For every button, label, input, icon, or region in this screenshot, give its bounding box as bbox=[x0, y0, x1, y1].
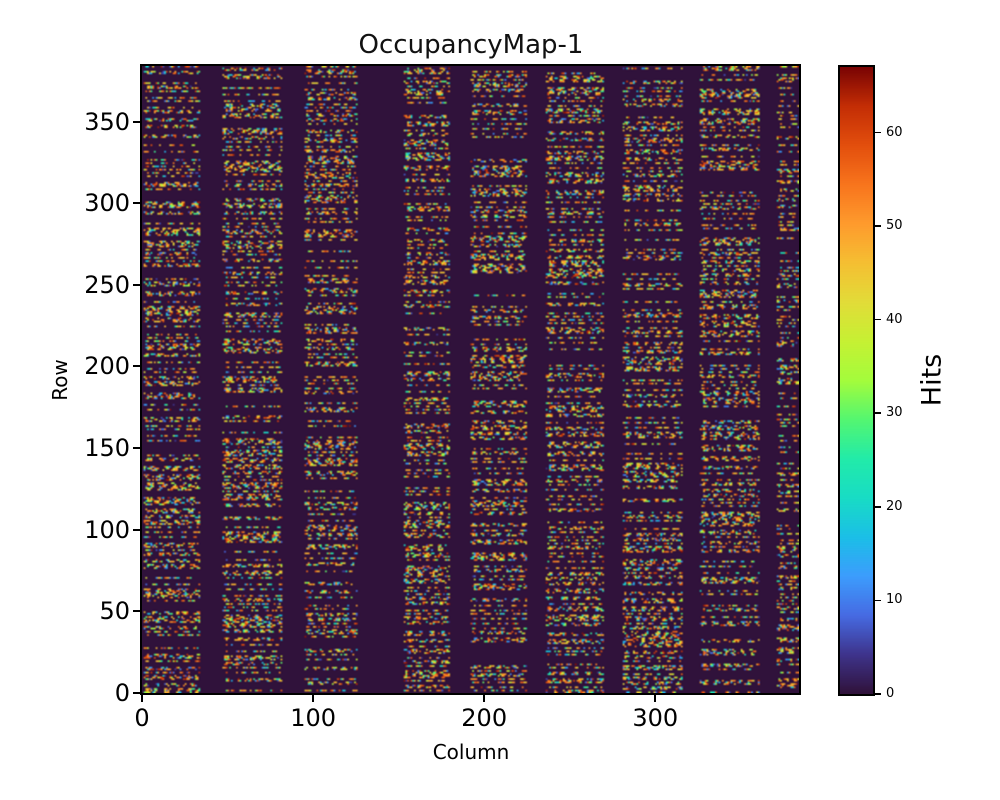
colorbar-tick-label: 30 bbox=[886, 405, 903, 421]
y-tick-label: 50 bbox=[99, 597, 130, 626]
x-tick-mark bbox=[141, 695, 143, 702]
y-tick-label: 250 bbox=[84, 270, 130, 299]
y-tick-mark bbox=[133, 610, 140, 613]
y-tick-label: 150 bbox=[84, 434, 130, 463]
colorbar-tick-mark bbox=[875, 599, 881, 602]
colorbar-frame bbox=[838, 65, 875, 696]
y-tick-mark bbox=[133, 283, 140, 286]
colorbar-tick-label: 20 bbox=[886, 498, 903, 514]
y-tick-mark bbox=[133, 447, 140, 450]
colorbar-gradient bbox=[840, 67, 873, 694]
y-tick-mark bbox=[133, 528, 140, 531]
y-tick-label: 0 bbox=[114, 679, 130, 707]
chart-title: OccupancyMap-1 bbox=[358, 30, 584, 60]
y-tick-mark bbox=[133, 120, 140, 123]
y-tick-mark bbox=[133, 692, 140, 694]
x-tick-mark bbox=[312, 695, 315, 702]
y-tick-label: 300 bbox=[84, 189, 130, 218]
y-tick-label: 350 bbox=[84, 107, 130, 136]
colorbar-tick-mark bbox=[875, 131, 881, 134]
colorbar-tick-mark bbox=[875, 506, 881, 508]
plot-area-frame bbox=[140, 64, 801, 695]
x-tick-mark bbox=[654, 695, 657, 702]
colorbar-tick-label: 40 bbox=[886, 311, 903, 327]
x-tick-label: 300 bbox=[632, 704, 679, 732]
colorbar-tick-label: 10 bbox=[886, 592, 903, 608]
x-tick-label: 0 bbox=[134, 704, 150, 732]
x-tick-mark bbox=[483, 695, 486, 702]
colorbar-tick-mark bbox=[875, 412, 881, 415]
colorbar-tick-label: 60 bbox=[886, 124, 903, 140]
occupancy-heatmap-canvas bbox=[142, 66, 799, 693]
colorbar-tick-mark bbox=[875, 693, 881, 695]
y-tick-label: 200 bbox=[84, 352, 130, 381]
colorbar-tick-mark bbox=[875, 318, 881, 321]
y-tick-mark bbox=[133, 365, 140, 368]
x-tick-label: 200 bbox=[461, 704, 508, 732]
y-tick-mark bbox=[133, 202, 140, 205]
x-axis-label: Column bbox=[432, 740, 510, 764]
colorbar-tick-label: 0 bbox=[886, 686, 895, 701]
y-tick-label: 100 bbox=[84, 515, 130, 544]
colorbar-tick-mark bbox=[875, 225, 881, 227]
x-tick-label: 100 bbox=[290, 704, 336, 732]
colorbar-tick-label: 50 bbox=[886, 218, 903, 234]
